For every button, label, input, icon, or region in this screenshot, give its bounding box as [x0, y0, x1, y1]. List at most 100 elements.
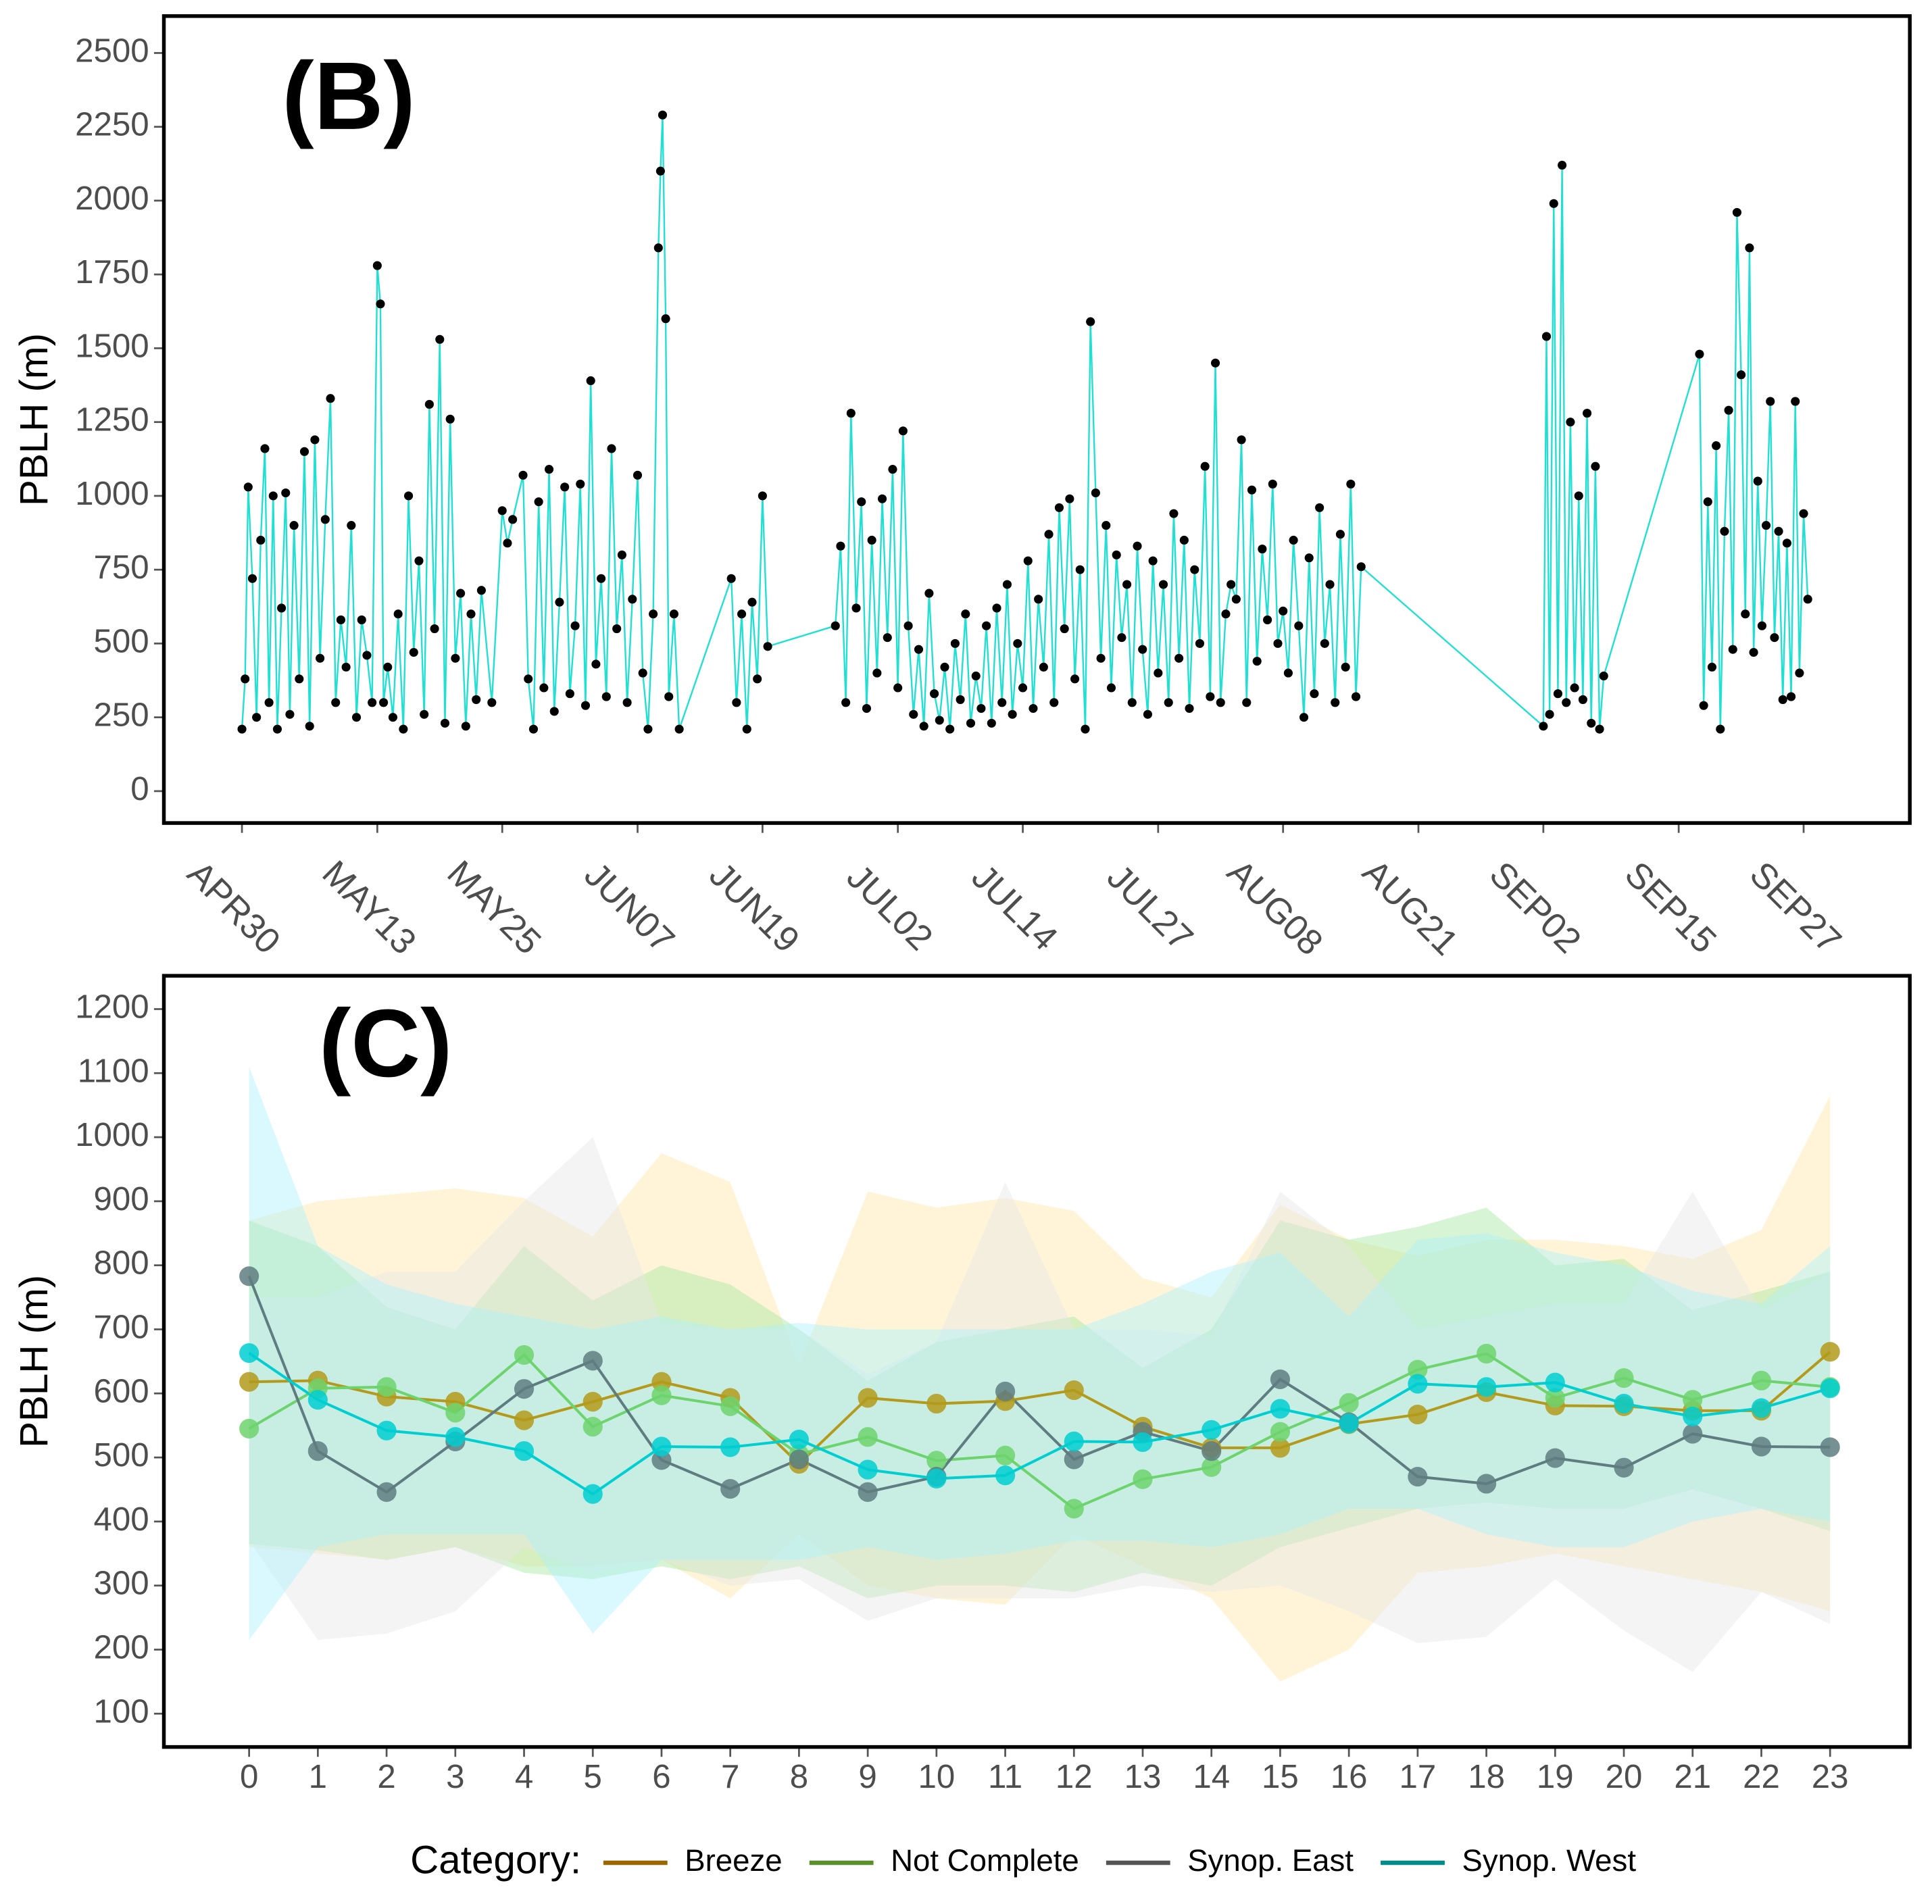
point [898, 426, 908, 436]
point [935, 716, 944, 725]
point [1791, 397, 1800, 406]
point [1247, 485, 1257, 495]
point [1595, 724, 1604, 734]
point [1299, 713, 1309, 722]
point [414, 556, 424, 566]
point [1683, 1424, 1703, 1444]
point [476, 586, 486, 595]
point [1270, 1369, 1291, 1390]
point [351, 713, 362, 722]
point [914, 645, 924, 654]
point [1683, 1390, 1703, 1410]
point [909, 709, 918, 719]
x-tick-label: 18 [1468, 1758, 1505, 1795]
point [1034, 595, 1043, 604]
point [658, 110, 668, 120]
point [1013, 638, 1022, 648]
point [1720, 526, 1729, 536]
point [1477, 1474, 1497, 1494]
y-tick-label: 200 [93, 1629, 149, 1666]
point [1202, 1457, 1222, 1477]
x-tick-label: 16 [1331, 1758, 1368, 1795]
point [1803, 595, 1812, 604]
point [597, 574, 606, 583]
x-tick-label: AUG21 [1355, 852, 1466, 963]
point [1541, 332, 1552, 341]
point [995, 1445, 1016, 1465]
point [1820, 1342, 1840, 1362]
point [357, 615, 366, 625]
point [420, 709, 429, 719]
point [1185, 703, 1194, 713]
point [305, 722, 314, 731]
x-tick-label: 15 [1262, 1758, 1299, 1795]
point [1745, 243, 1754, 253]
point [1795, 668, 1804, 678]
point [831, 621, 840, 630]
point [1712, 441, 1721, 451]
y-tick-label: 2000 [75, 180, 149, 217]
band [249, 1207, 1831, 1599]
point [1341, 662, 1350, 672]
y-tick-label: 1750 [75, 253, 149, 291]
point [514, 1441, 535, 1461]
y-tick-label: 750 [93, 549, 149, 586]
y-tick-label: 1000 [75, 1116, 149, 1153]
point [966, 718, 976, 728]
x-tick-label: 5 [584, 1758, 602, 1795]
legend-title: Category: [410, 1838, 581, 1882]
point [583, 1484, 603, 1504]
point [926, 1393, 947, 1414]
point [926, 1451, 947, 1471]
point [1716, 724, 1725, 734]
point [1279, 606, 1288, 616]
x-tick-label: MAY13 [314, 853, 424, 962]
point [1562, 698, 1571, 707]
point [995, 1465, 1016, 1486]
point [862, 703, 872, 713]
band [249, 1095, 1831, 1682]
point [445, 1427, 466, 1447]
point [1587, 718, 1596, 728]
point [872, 668, 882, 678]
point [858, 1388, 878, 1408]
x-tick-label: JUN07 [576, 855, 682, 960]
point [1270, 1399, 1291, 1419]
point [243, 482, 253, 492]
point [789, 1429, 809, 1450]
point [1054, 503, 1064, 512]
point [1206, 692, 1215, 701]
point [1408, 1374, 1428, 1394]
point [1545, 1372, 1565, 1393]
plot-frame [162, 14, 1912, 825]
point [1614, 1393, 1634, 1414]
y-tick-label: 500 [93, 622, 149, 659]
point [1553, 689, 1563, 699]
point [1699, 701, 1708, 710]
point [424, 399, 434, 409]
point [1270, 1422, 1291, 1442]
point [742, 724, 751, 734]
point [241, 674, 250, 684]
x-tick-label: JUL14 [964, 857, 1066, 958]
x-tick-label: JUL02 [839, 857, 941, 958]
point [1770, 633, 1779, 643]
point [607, 444, 616, 453]
point [732, 698, 741, 707]
point [1075, 565, 1085, 574]
point [336, 615, 345, 625]
point [643, 724, 653, 734]
point [926, 1468, 947, 1488]
point [310, 435, 320, 445]
point [1820, 1437, 1840, 1457]
point [1728, 645, 1737, 654]
point [1049, 698, 1059, 707]
point [539, 683, 549, 693]
x-tick-label: 19 [1537, 1758, 1574, 1795]
y-tick-label: 1500 [75, 327, 149, 364]
point [347, 521, 356, 530]
point [1268, 479, 1277, 488]
point [295, 674, 304, 684]
x-tick-label: 9 [858, 1758, 876, 1795]
